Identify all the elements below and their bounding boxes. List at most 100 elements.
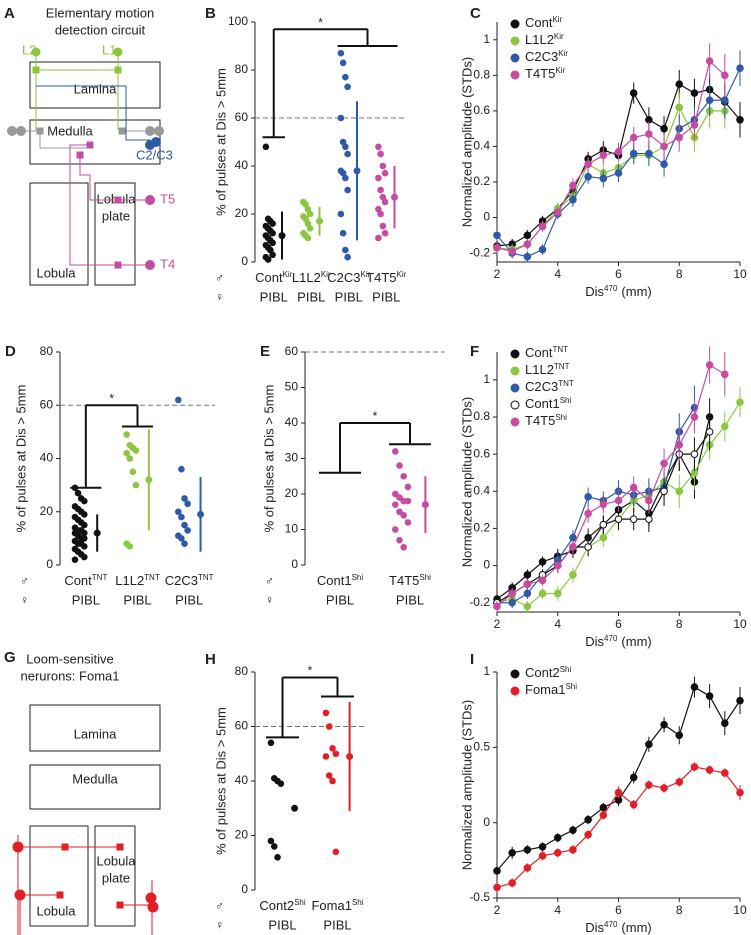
legend-label-base: C2C3 [525,379,558,394]
data-point [322,753,330,760]
data-point [599,500,608,509]
data-point [690,763,699,771]
data-point [599,174,608,183]
c2-c3-neuron [36,85,161,150]
y-tick-label: 0.5 [473,740,490,754]
y-tick-label: -0.2 [469,595,490,609]
data-point [132,447,140,454]
lobula-box [29,182,89,286]
legend-marker [510,53,520,63]
mean-point [346,752,354,760]
female-label: PIBL [297,289,325,304]
y-tick-label: 0.6 [473,446,490,460]
female-label: PIBL [123,592,151,607]
x-tick-label: 2 [494,617,501,631]
data-point [660,142,668,151]
data-point [325,723,333,730]
series-line [496,364,726,607]
data-point [675,487,684,496]
data-point [337,210,345,218]
data-point [599,520,608,529]
data-point [736,788,744,797]
legend-label-sup: Kir [552,15,562,24]
data-point [126,455,134,462]
y-tick-label: 0 [483,210,490,224]
data-point [392,448,399,455]
data-point [538,852,547,860]
y-tick-label: 80 [40,344,54,358]
data-point [329,777,336,785]
legend-label-base: L1L2 [525,32,554,47]
x-axis-label-sup: 470 [604,920,618,929]
panel-label: I [470,651,474,668]
legend-marker [510,686,520,696]
data-point [71,556,79,563]
data-point [306,225,314,232]
data-point [375,174,382,182]
data-point [339,229,347,237]
data-point [553,833,562,842]
mean-point [353,167,361,175]
data-point [523,589,532,598]
y-tick-label: 60 [235,719,249,733]
data-point [329,745,336,752]
y-tick-label: 1 [483,372,490,386]
data-point [337,114,345,122]
female-label: PIBL [372,289,400,304]
mean-point [145,476,153,484]
data-point [274,854,281,861]
l1-l2-neurons [31,47,123,130]
category-label-base: T4T5 [389,573,419,588]
data-point [342,73,349,81]
data-point [614,496,623,505]
data-point [396,462,403,469]
gray-neurons [7,126,164,149]
data-point [629,149,638,158]
data-point [690,413,699,421]
category-label-sup: TNT [92,573,108,582]
y-tick-label: 0.4 [473,139,490,153]
data-point [332,848,340,856]
region-label: Lamina [74,81,117,96]
data-point [80,521,88,529]
category-label-sup: Shi [352,898,364,907]
data-point [377,210,384,218]
legend-label-sup: Kir [558,49,568,58]
y-tick-label: 0 [241,254,248,268]
data-point [178,535,185,542]
legend-marker [510,36,520,46]
data-point [629,483,638,492]
legend-label-sup: TNT [558,379,574,388]
mean-point [316,217,323,225]
data-point [184,527,191,534]
data-point [377,186,384,194]
data-point [553,589,562,598]
region-label: Lobula [96,853,136,868]
legend-marker [510,383,520,393]
data-point [493,602,501,611]
legend-label: ContTNT [525,345,568,361]
data-point [377,150,384,158]
x-tick-label: 8 [676,267,683,281]
data-point [379,162,387,170]
data-point [523,845,532,854]
legend-label-sup: Shi [555,413,567,422]
legend-label-base: C2C3 [525,49,558,64]
data-point [80,497,88,505]
significance-label: * [373,409,378,423]
data-point [705,766,714,774]
category-label-base: Cont2 [259,898,294,913]
data-point [493,231,501,240]
data-point [736,64,744,73]
significance-label: * [318,15,323,29]
x-tick-label: 2 [494,903,501,917]
data-point [553,849,562,857]
legend-label-sup: Shi [560,396,572,405]
panel-label: C [470,5,481,22]
data-point [375,143,382,151]
category-label-sup: TNT [144,573,160,582]
x-tick-label: 4 [554,617,561,631]
legend-marker [510,70,520,80]
y-tick-label: -0.5 [469,890,490,904]
data-point [264,256,272,263]
